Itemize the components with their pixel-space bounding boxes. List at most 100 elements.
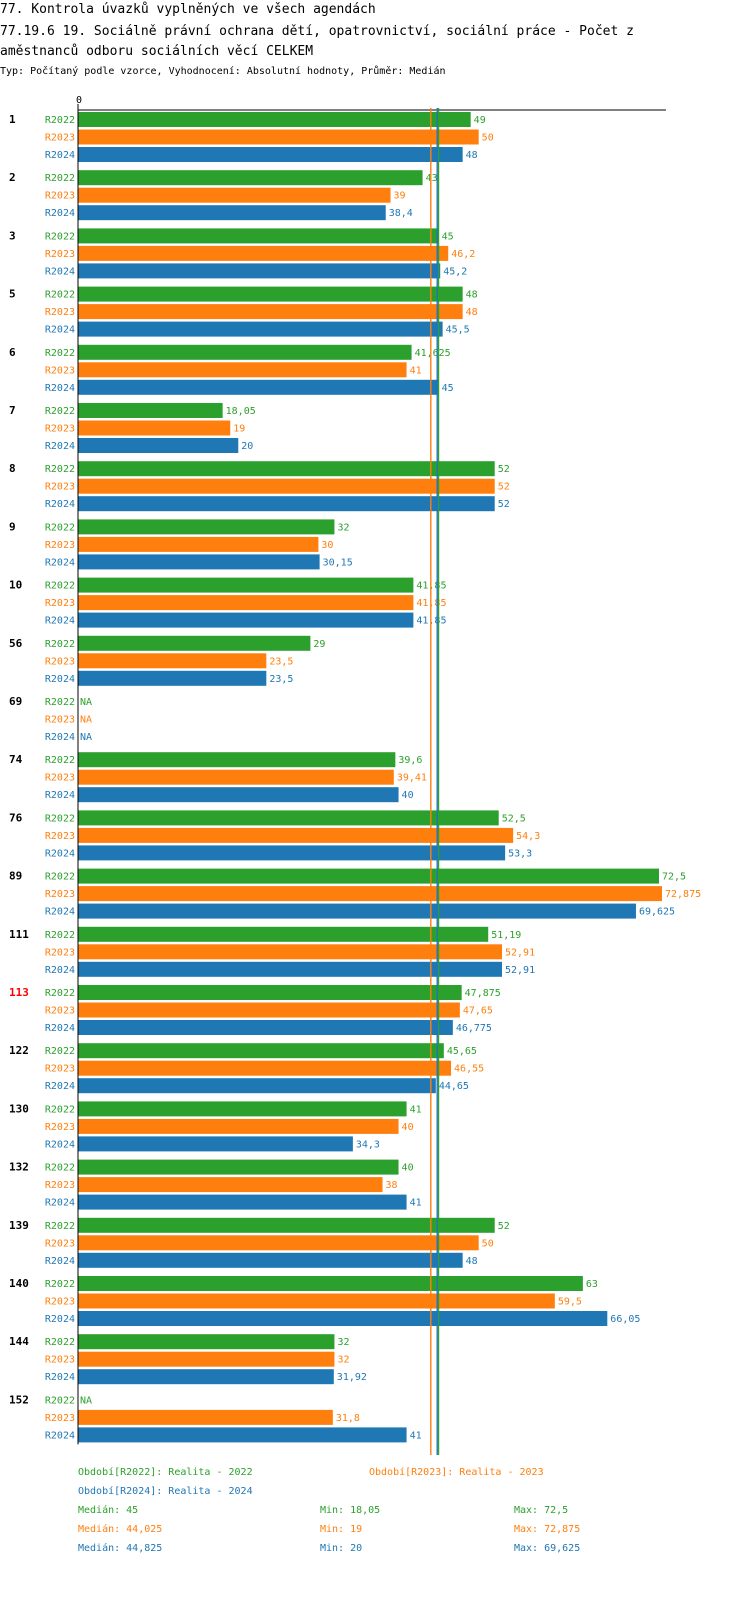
- value-label: 23,5: [269, 674, 293, 685]
- series-label: R2022: [45, 1104, 75, 1115]
- series-label: R2022: [45, 581, 75, 592]
- bar: [78, 752, 396, 768]
- value-label: 41,625: [415, 348, 451, 359]
- category-label: 130: [9, 1102, 29, 1115]
- category-label: 8: [9, 462, 16, 475]
- value-label: 31,92: [337, 1372, 367, 1383]
- bar: [78, 961, 503, 977]
- series-label: R2023: [45, 1006, 75, 1017]
- series-label: R2024: [45, 848, 75, 859]
- value-label: 23,5: [269, 656, 293, 667]
- value-label: 48: [466, 150, 478, 161]
- series-label: R2022: [45, 173, 75, 184]
- value-label: 20: [241, 441, 253, 452]
- value-label: 52,5: [502, 813, 526, 824]
- value-label: 46,775: [456, 1023, 492, 1034]
- value-label: 41: [410, 365, 422, 376]
- value-label: 69,625: [639, 907, 675, 918]
- series-label: R2022: [45, 639, 75, 650]
- category-label: 144: [9, 1335, 29, 1348]
- category-label: 132: [9, 1161, 29, 1174]
- series-label: R2024: [45, 383, 75, 394]
- bar: [78, 1276, 583, 1291]
- bar: [78, 245, 449, 261]
- value-label: 52: [498, 482, 510, 493]
- value-label: 45,5: [446, 325, 470, 336]
- series-label: R2024: [45, 1198, 75, 1209]
- stat-median-r2022: Medián: 45: [78, 1505, 139, 1516]
- bar: [78, 187, 391, 203]
- series-label: R2023: [45, 307, 75, 318]
- value-label: 39: [394, 191, 406, 202]
- series-label: R2022: [45, 290, 75, 301]
- value-label: 50: [482, 133, 494, 144]
- chart-title-line-2: 77.19.6 19. Sociálně právní ochrana dětí…: [0, 24, 634, 39]
- value-label: NA: [80, 732, 92, 743]
- bar: [78, 985, 462, 1000]
- bar: [78, 903, 636, 919]
- stat-max-r2024: Max: 69,625: [514, 1543, 581, 1554]
- value-label: 45,2: [443, 266, 467, 277]
- stat-min-r2023: Min: 19: [320, 1524, 363, 1535]
- bar: [78, 926, 489, 942]
- series-label: R2023: [45, 365, 75, 376]
- bar: [78, 438, 239, 453]
- value-label: 66,05: [610, 1314, 640, 1325]
- value-label: NA: [80, 697, 92, 708]
- series-label: R2024: [45, 907, 75, 918]
- series-label: R2024: [45, 441, 75, 452]
- value-label: 39,41: [397, 773, 427, 784]
- value-label: 53,3: [508, 848, 532, 859]
- series-label: R2023: [45, 889, 75, 900]
- bar: [78, 845, 506, 861]
- value-label: 46,2: [451, 249, 475, 260]
- bar: [78, 286, 463, 302]
- value-label: 45: [442, 231, 454, 242]
- value-label: 39,6: [398, 755, 422, 766]
- category-label: 152: [9, 1393, 29, 1406]
- bar: [78, 868, 659, 884]
- series-label: R2022: [45, 231, 75, 242]
- value-label: 41: [410, 1104, 422, 1115]
- series-label: R2023: [45, 1238, 75, 1249]
- category-label: 3: [9, 229, 16, 242]
- series-label: R2024: [45, 965, 75, 976]
- bar: [78, 147, 463, 162]
- series-label: R2024: [45, 1023, 75, 1034]
- category-label: 139: [9, 1219, 29, 1232]
- series-label: R2022: [45, 1221, 75, 1232]
- category-label: 5: [9, 288, 16, 301]
- value-label: 30: [321, 540, 333, 551]
- series-label: R2023: [45, 1064, 75, 1075]
- category-label: 1: [9, 113, 16, 126]
- value-label: 29: [313, 639, 325, 650]
- series-label: R2023: [45, 1355, 75, 1366]
- x-axis-zero-label: 0: [76, 95, 82, 106]
- value-label: 46,55: [454, 1064, 484, 1075]
- stat-max-r2022: Max: 72,5: [514, 1505, 569, 1516]
- bar: [78, 344, 412, 360]
- stat-min-r2024: Min: 20: [320, 1543, 363, 1554]
- series-label: R2022: [45, 1395, 75, 1406]
- value-label: 50: [482, 1238, 494, 1249]
- series-label: R2023: [45, 831, 75, 842]
- series-label: R2024: [45, 616, 75, 627]
- bar: [78, 1136, 353, 1152]
- value-label: 41: [410, 1430, 422, 1441]
- value-label: 52,91: [505, 965, 535, 976]
- series-label: R2023: [45, 1122, 75, 1133]
- chart-subtitle: Typ: Počítaný podle vzorce, Vyhodnocení:…: [0, 66, 446, 77]
- series-label: R2022: [45, 522, 75, 533]
- bar: [78, 595, 414, 611]
- bar: [78, 886, 662, 902]
- category-label: 2: [9, 171, 16, 184]
- bar: [78, 519, 335, 535]
- series-label: R2022: [45, 406, 75, 417]
- bar: [78, 304, 463, 320]
- series-label: R2024: [45, 1372, 75, 1383]
- bar: [78, 420, 231, 436]
- series-label: R2024: [45, 732, 75, 743]
- stat-median-r2023: Medián: 44,025: [78, 1524, 163, 1535]
- bar: [78, 670, 267, 686]
